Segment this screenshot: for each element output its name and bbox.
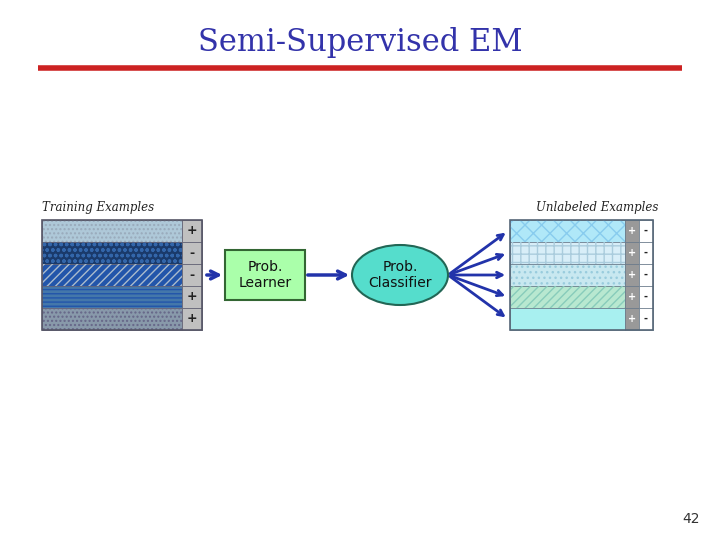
Bar bbox=[42, 286, 182, 308]
Bar bbox=[625, 220, 639, 242]
Bar bbox=[625, 242, 639, 264]
Bar bbox=[639, 308, 653, 330]
Text: -: - bbox=[644, 226, 648, 236]
Text: +: + bbox=[628, 270, 636, 280]
Text: Prob.
Learner: Prob. Learner bbox=[238, 260, 292, 290]
Bar bbox=[182, 286, 202, 308]
Bar bbox=[510, 220, 625, 242]
Text: Semi-Supervised EM: Semi-Supervised EM bbox=[198, 26, 522, 57]
Text: +: + bbox=[628, 226, 636, 236]
Bar bbox=[625, 308, 639, 330]
Text: +: + bbox=[628, 292, 636, 302]
Bar bbox=[225, 250, 305, 300]
Bar bbox=[510, 220, 625, 242]
Bar bbox=[510, 286, 625, 308]
Bar bbox=[639, 242, 653, 264]
Text: -: - bbox=[644, 248, 648, 258]
Text: -: - bbox=[189, 246, 194, 260]
Bar bbox=[42, 220, 182, 242]
Bar bbox=[639, 286, 653, 308]
Bar bbox=[625, 286, 639, 308]
Bar bbox=[510, 242, 625, 264]
Bar bbox=[510, 286, 625, 308]
Text: +: + bbox=[186, 291, 197, 303]
Text: +: + bbox=[186, 313, 197, 326]
Bar bbox=[510, 308, 625, 330]
Bar bbox=[42, 286, 182, 308]
Bar bbox=[42, 242, 182, 264]
Text: -: - bbox=[189, 268, 194, 281]
Bar bbox=[182, 220, 202, 242]
Bar bbox=[182, 242, 202, 264]
Bar bbox=[42, 264, 182, 286]
Bar bbox=[510, 264, 625, 286]
Bar bbox=[42, 308, 182, 330]
Bar bbox=[625, 264, 639, 286]
Bar bbox=[182, 308, 202, 330]
Bar bbox=[42, 220, 182, 242]
Text: -: - bbox=[644, 314, 648, 324]
Text: +: + bbox=[628, 314, 636, 324]
Bar bbox=[510, 308, 625, 330]
Bar bbox=[639, 220, 653, 242]
Bar bbox=[42, 264, 182, 286]
Text: +: + bbox=[628, 248, 636, 258]
Bar bbox=[42, 220, 202, 330]
Text: -: - bbox=[644, 270, 648, 280]
Bar bbox=[510, 264, 625, 286]
Bar bbox=[639, 264, 653, 286]
Bar bbox=[42, 308, 182, 330]
Text: Training Examples: Training Examples bbox=[42, 201, 154, 214]
Bar bbox=[510, 220, 653, 330]
Text: -: - bbox=[644, 292, 648, 302]
Bar bbox=[182, 264, 202, 286]
Bar bbox=[510, 242, 625, 264]
Text: +: + bbox=[186, 225, 197, 238]
Ellipse shape bbox=[352, 245, 448, 305]
Text: Prob.
Classifier: Prob. Classifier bbox=[368, 260, 432, 290]
Text: Unlabeled Examples: Unlabeled Examples bbox=[536, 201, 659, 214]
Text: 42: 42 bbox=[683, 512, 700, 526]
Bar bbox=[42, 242, 182, 264]
